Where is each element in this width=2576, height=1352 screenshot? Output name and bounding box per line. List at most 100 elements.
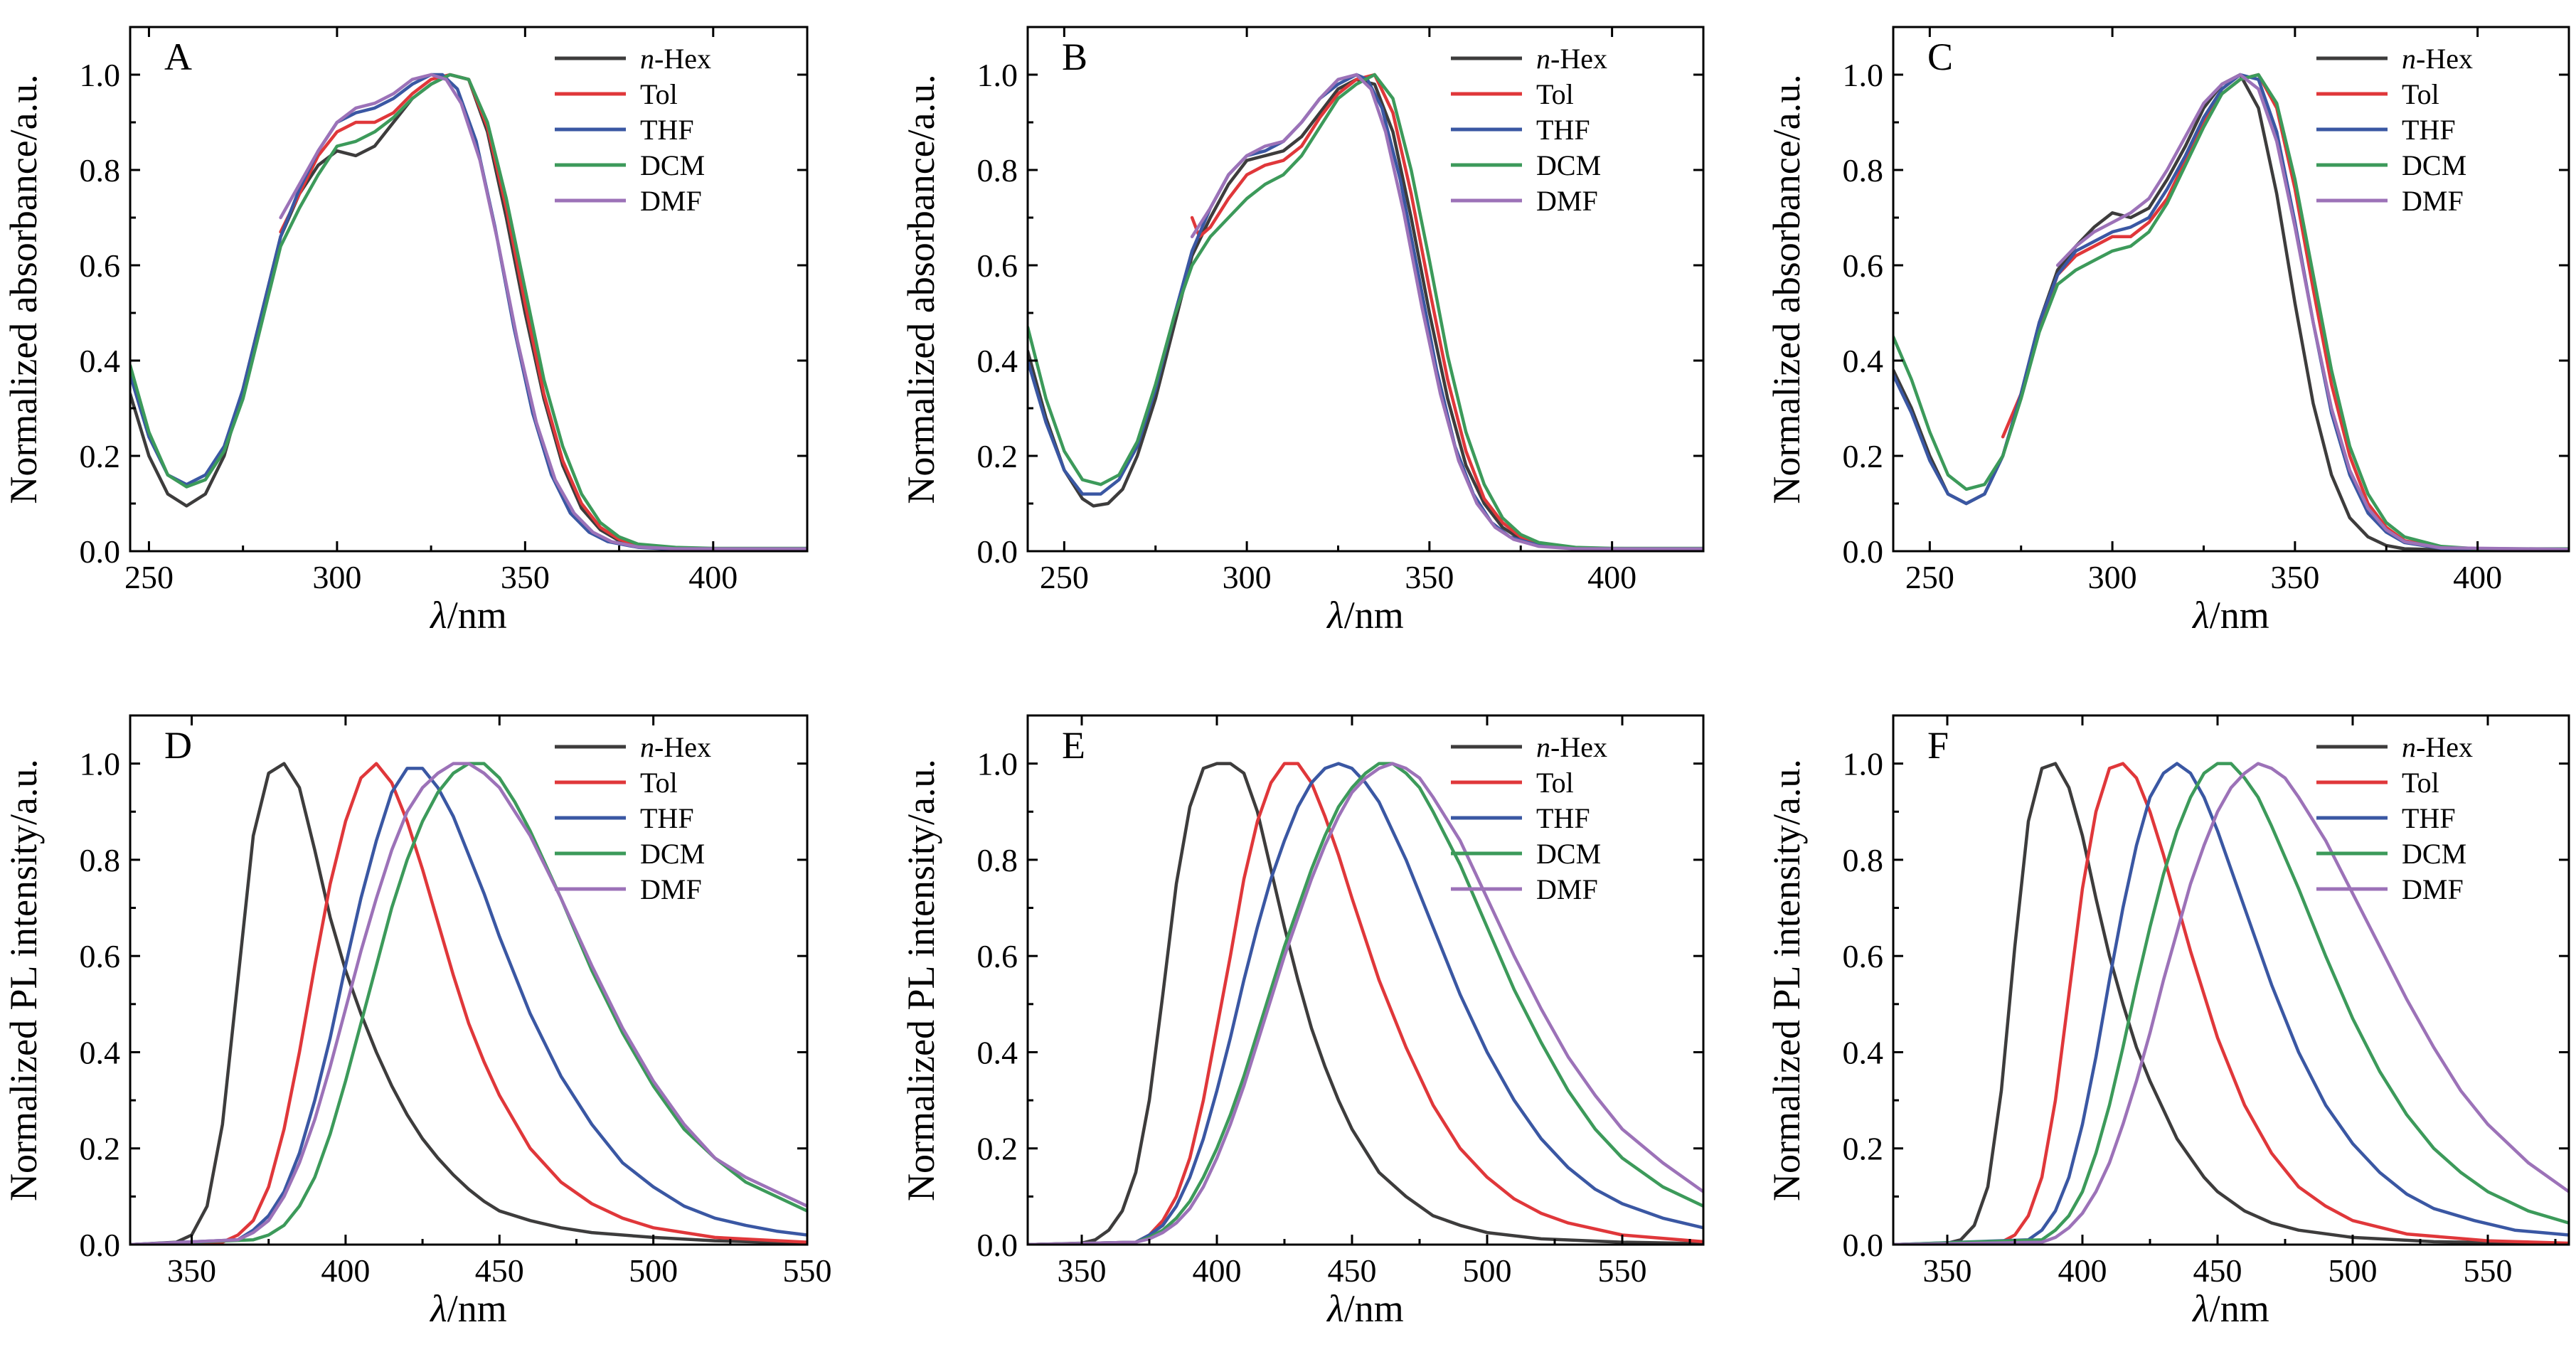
x-tick-label: 500 (1463, 1252, 1512, 1289)
series-group (1028, 73, 1703, 551)
y-axis-title: Normalized PL intensity/a.u. (2, 759, 45, 1201)
series-line-tol (1190, 73, 1703, 550)
y-tick-label: 1.0 (977, 57, 1018, 93)
y-tick-label: 0.2 (1843, 438, 1884, 474)
series-line-dcm (1028, 73, 1703, 550)
legend-label-dmf: DMF (2402, 873, 2464, 905)
plot-frame (1026, 26, 1705, 553)
y-tick-label: 0.4 (977, 1034, 1018, 1070)
series-group (1893, 73, 2569, 551)
y-tick-label: 0.4 (80, 343, 121, 379)
x-tick-label: 400 (2058, 1252, 2107, 1289)
legend-label-n-hex: n-Hex (2402, 731, 2473, 763)
chart-panel-e: 350 400 450 500 550 0.0 0.2 0.4 0.6 0.8 1.0 λ/nm Nor… (900, 714, 1705, 1330)
legend-label-tol: Tol (2402, 767, 2439, 799)
y-tick-label: 0.4 (977, 343, 1018, 379)
series-line-dcm (1893, 73, 2569, 550)
legend-label-thf: THF (1536, 802, 1590, 834)
chart-panel-d: 350 400 450 500 550 0.0 0.2 0.4 0.6 0.8 1.0 λ/nm Nor… (2, 714, 832, 1330)
series-line-n-hex (130, 73, 807, 551)
x-tick-label: 550 (1598, 1252, 1647, 1289)
y-axis-title: Normalized PL intensity/a.u. (900, 759, 942, 1201)
legend-label-thf: THF (1536, 114, 1590, 146)
series-line-thf (130, 73, 807, 551)
panel-letter: F (1927, 724, 1949, 767)
series-line-thf (130, 767, 807, 1245)
y-tick-label: 0.8 (1843, 842, 1884, 878)
series-line-tol (1893, 762, 2569, 1245)
series-line-n-hex (1893, 73, 2569, 551)
legend-label-tol: Tol (2402, 78, 2439, 110)
y-tick-label: 0.8 (1843, 152, 1884, 188)
y-tick-label: 0.0 (80, 533, 121, 570)
x-tick-label: 400 (321, 1252, 370, 1289)
x-tick-label: 250 (124, 559, 174, 595)
y-tick-label: 1.0 (977, 746, 1018, 782)
x-axis-title: λ/nm (1326, 1287, 1403, 1330)
series-line-thf (1893, 73, 2569, 551)
legend-label-n-hex: n-Hex (2402, 43, 2473, 75)
series-line-n-hex (1028, 762, 1703, 1245)
plot-frame (129, 714, 809, 1246)
y-tick-label: 0.2 (80, 1131, 121, 1167)
plot-frame (129, 26, 809, 553)
y-tick-label: 1.0 (1843, 57, 1884, 93)
legend-label-n-hex: n-Hex (1536, 731, 1607, 763)
legend-label-dcm: DCM (1536, 149, 1601, 181)
legend-label-tol: Tol (640, 78, 678, 110)
y-tick-label: 1.0 (1843, 746, 1884, 782)
series-line-dmf (1028, 762, 1703, 1245)
series-line-n-hex (1028, 78, 1703, 551)
y-tick-label: 0.2 (977, 1131, 1018, 1167)
x-tick-label: 350 (2270, 559, 2319, 595)
y-tick-label: 1.0 (80, 57, 121, 93)
y-tick-label: 0.6 (1843, 938, 1884, 974)
x-tick-label: 350 (167, 1252, 216, 1289)
legend-label-dcm: DCM (2402, 149, 2466, 181)
y-axis-title: Normalized absorbance/a.u. (1765, 74, 1808, 504)
legend-label-n-hex: n-Hex (640, 731, 711, 763)
x-tick-label: 350 (1058, 1252, 1107, 1289)
legend-label-thf: THF (2402, 802, 2456, 834)
series-line-dcm (1893, 762, 2569, 1245)
x-tick-label: 300 (2088, 559, 2137, 595)
series-line-dcm (130, 762, 807, 1245)
y-axis-title: Normalized absorbance/a.u. (900, 74, 942, 504)
series-line-dmf (1190, 73, 1703, 550)
chart-panel-f: 350 400 450 500 550 0.0 0.2 0.4 0.6 0.8 1.0 λ/nm Nor… (1765, 714, 2570, 1330)
series-line-tol (1028, 762, 1703, 1245)
x-tick-label: 450 (1328, 1252, 1377, 1289)
y-tick-label: 0.8 (977, 842, 1018, 878)
plot-frame (1026, 714, 1705, 1246)
x-tick-label: 350 (1923, 1252, 1972, 1289)
legend-label-n-hex: n-Hex (1536, 43, 1607, 75)
legend-label-dmf: DMF (640, 873, 702, 905)
series-group (130, 762, 807, 1245)
series-line-tol (279, 73, 807, 550)
y-tick-label: 0.0 (1843, 533, 1884, 570)
x-axis-title: λ/nm (429, 594, 506, 637)
y-tick-label: 0.6 (977, 938, 1018, 974)
y-tick-label: 0.6 (977, 247, 1018, 284)
series-line-dmf (130, 762, 807, 1245)
series-line-thf (1893, 762, 2569, 1245)
y-tick-label: 0.2 (977, 438, 1018, 474)
series-line-dmf (279, 73, 807, 550)
plot-frame (1892, 714, 2570, 1246)
legend-label-dcm: DCM (640, 838, 705, 870)
y-tick-label: 0.6 (80, 938, 121, 974)
series-group (1028, 762, 1703, 1245)
x-axis-title: λ/nm (2191, 594, 2269, 637)
x-tick-label: 350 (1405, 559, 1454, 595)
y-tick-label: 0.4 (80, 1034, 121, 1070)
y-tick-label: 0.4 (1843, 1034, 1884, 1070)
y-tick-label: 0.8 (977, 152, 1018, 188)
y-tick-label: 0.8 (80, 152, 121, 188)
series-line-n-hex (130, 762, 807, 1245)
x-tick-label: 400 (1193, 1252, 1242, 1289)
panel-letter: D (164, 724, 192, 767)
